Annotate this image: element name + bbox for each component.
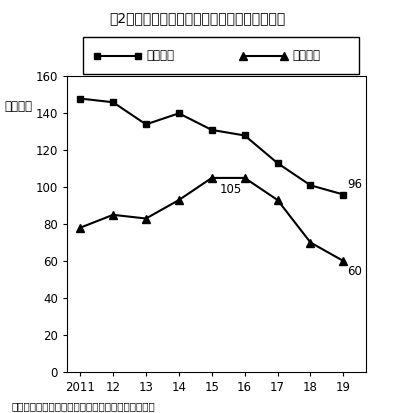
Text: 図2　人口増加の内訳（自然増加と国際移住）: 図2 人口増加の内訳（自然増加と国際移住） [109, 12, 285, 26]
Text: 自然増加: 自然増加 [146, 49, 174, 62]
Text: （年）: （年） [360, 412, 381, 413]
Text: （出所）商務省センサス局資料を基にジェトロ作成: （出所）商務省センサス局資料を基にジェトロ作成 [12, 401, 156, 411]
Text: 105: 105 [220, 183, 242, 197]
Text: 国際移住: 国際移住 [292, 49, 320, 62]
Text: 96: 96 [348, 178, 362, 191]
Text: 60: 60 [348, 265, 362, 278]
Text: （万人）: （万人） [4, 100, 32, 113]
